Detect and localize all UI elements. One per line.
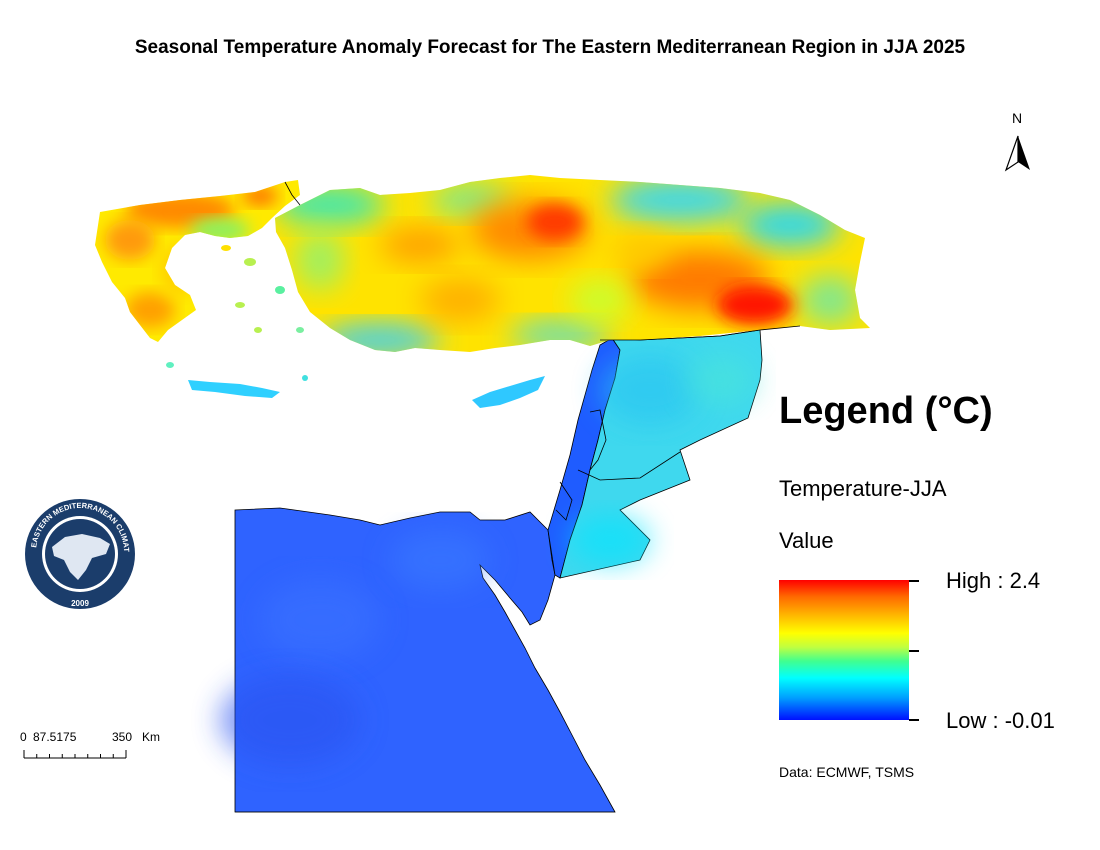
- map-title: Seasonal Temperature Anomaly Forecast fo…: [134, 37, 966, 58]
- egypt-region: [220, 507, 616, 813]
- crete-region: [188, 380, 280, 398]
- legend-low-label: Low : -0.01: [946, 708, 1055, 733]
- legend-title: Legend (°C): [779, 390, 993, 432]
- legend-layer-name: Temperature-JJA: [779, 476, 947, 501]
- scale-label-unit: Km: [142, 730, 160, 744]
- north-label: N: [1012, 110, 1023, 126]
- scale-label-mid: 87.5175: [33, 730, 77, 744]
- legend-tick-low: [909, 719, 919, 721]
- legend-tick-mid: [909, 650, 919, 652]
- legend-high-label: High : 2.4: [946, 568, 1041, 593]
- legend-field-name: Value: [779, 528, 834, 553]
- svg-text:2009: 2009: [71, 599, 89, 608]
- eastern-mediterranean-climate-centre-logo: EASTERN MEDITERRANEAN CLIMATE CENTRE 200…: [20, 492, 138, 612]
- legend-tick-high: [909, 580, 919, 582]
- data-source-note: Data: ECMWF, TSMS: [779, 764, 915, 780]
- scale-label-0: 0: [20, 730, 27, 744]
- scale-bar-ticks: [23, 750, 127, 759]
- levant-region: [547, 329, 763, 579]
- greece-region: [95, 180, 300, 342]
- north-arrow-icon: [1004, 135, 1030, 172]
- scale-label-max: 350: [112, 730, 133, 744]
- cyprus-region: [472, 376, 545, 408]
- legend-color-ramp: [779, 580, 909, 720]
- turkey-region: [275, 175, 870, 352]
- scale-bar: 0 87.5175 350 Km: [18, 730, 178, 766]
- aegean-islands: [166, 245, 308, 381]
